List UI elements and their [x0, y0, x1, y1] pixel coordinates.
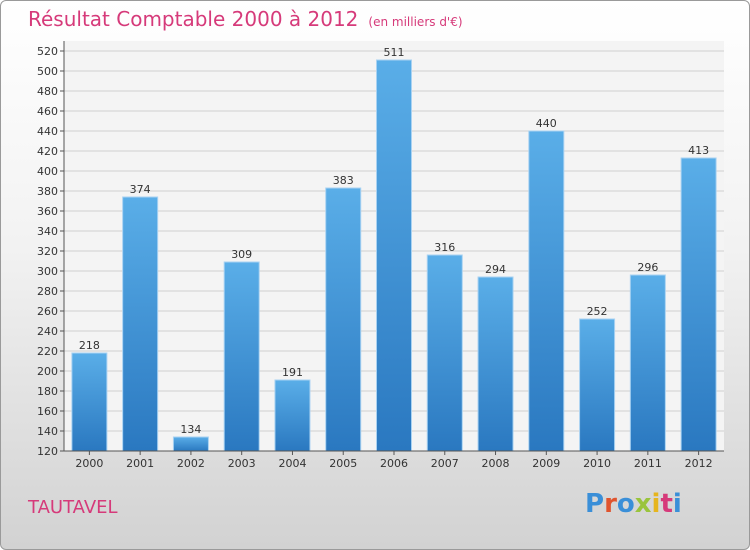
- logo-letter: r: [604, 489, 617, 519]
- y-tick-label: 300: [37, 265, 58, 278]
- bar-value-label: 191: [282, 366, 303, 379]
- x-axis-labels: 2000 2001 2002 2003 2004 2005 2006 2007 2008 2009…: [75, 451, 713, 470]
- y-tick-label: 400: [37, 165, 58, 178]
- bar-2003: [223, 261, 260, 452]
- bar-2009: [528, 130, 565, 452]
- x-tick-label: 2007: [431, 457, 459, 470]
- bar-2002: [172, 436, 209, 452]
- y-tick-label: 120: [37, 445, 58, 458]
- x-tick-label: 2000: [75, 457, 103, 470]
- y-tick-label: 320: [37, 245, 58, 258]
- bar-value-label: 294: [485, 263, 506, 276]
- x-tick-label: 2010: [583, 457, 611, 470]
- y-tick-label: 160: [37, 405, 58, 418]
- x-tick-label: 2008: [482, 457, 510, 470]
- bar-value-label: 309: [231, 248, 252, 261]
- bar-value-label: 413: [688, 144, 709, 157]
- y-tick-label: 240: [37, 325, 58, 338]
- y-tick-label: 180: [37, 385, 58, 398]
- bar-value-label: 134: [180, 423, 201, 436]
- y-tick-label: 500: [37, 65, 58, 78]
- bars: 218 374 134 309 191 383 511 316 294 440 252 296 413: [71, 46, 717, 452]
- y-tick-label: 340: [37, 225, 58, 238]
- y-tick-label: 280: [37, 285, 58, 298]
- y-tick-label: 460: [37, 105, 58, 118]
- y-tick-label: 440: [37, 125, 58, 138]
- logo-letter: P: [585, 489, 605, 519]
- bar-2001: [122, 196, 159, 452]
- y-tick-label: 480: [37, 85, 58, 98]
- bar-value-label: 374: [130, 183, 151, 196]
- logo-letter: o: [616, 489, 635, 519]
- x-tick-label: 2009: [532, 457, 560, 470]
- bar-2005: [325, 187, 362, 452]
- y-tick-label: 420: [37, 145, 58, 158]
- title-row: Résultat Comptable 2000 à 2012 (en millie…: [28, 7, 463, 31]
- y-tick-label: 220: [37, 345, 58, 358]
- bar-value-label: 296: [637, 261, 658, 274]
- x-tick-label: 2012: [685, 457, 713, 470]
- bar-2012: [680, 157, 717, 452]
- y-axis-labels: 120 140 160 180 200 220 240 260 280 300 320 340 360 3…: [37, 45, 58, 458]
- chart-subtitle: (en milliers d'€): [368, 15, 463, 29]
- x-tick-label: 2003: [228, 457, 256, 470]
- y-tick-label: 520: [37, 45, 58, 58]
- bar-value-label: 316: [434, 241, 455, 254]
- proxiti-logo: Proxiti: [585, 489, 682, 519]
- bar-value-label: 440: [536, 117, 557, 130]
- logo-letter: t: [660, 489, 673, 519]
- bar-value-label: 218: [79, 339, 100, 352]
- logo-letter: x: [634, 489, 652, 519]
- y-tick-label: 360: [37, 205, 58, 218]
- bar-2010: [579, 318, 616, 452]
- x-tick-label: 2006: [380, 457, 408, 470]
- bar-value-label: 252: [587, 305, 608, 318]
- bar-value-label: 511: [384, 46, 405, 59]
- x-tick-label: 2011: [634, 457, 662, 470]
- x-tick-label: 2002: [177, 457, 205, 470]
- place-name: TAUTAVEL: [28, 497, 118, 518]
- bar-2008: [477, 276, 514, 452]
- bar-value-label: 383: [333, 174, 354, 187]
- logo-letter: i: [651, 489, 661, 519]
- x-tick-label: 2005: [329, 457, 357, 470]
- y-tick-label: 140: [37, 425, 58, 438]
- logo-letter: i: [672, 489, 682, 519]
- x-tick-label: 2001: [126, 457, 154, 470]
- y-tick-label: 260: [37, 305, 58, 318]
- bar-2004: [274, 379, 311, 452]
- bar-2007: [426, 254, 463, 452]
- bar-2006: [376, 59, 412, 452]
- x-tick-label: 2004: [278, 457, 306, 470]
- y-tick-label: 380: [37, 185, 58, 198]
- y-tick-label: 200: [37, 365, 58, 378]
- chart-title: Résultat Comptable 2000 à 2012: [28, 7, 359, 31]
- bar-2000: [71, 352, 108, 452]
- bar-2011: [629, 274, 666, 452]
